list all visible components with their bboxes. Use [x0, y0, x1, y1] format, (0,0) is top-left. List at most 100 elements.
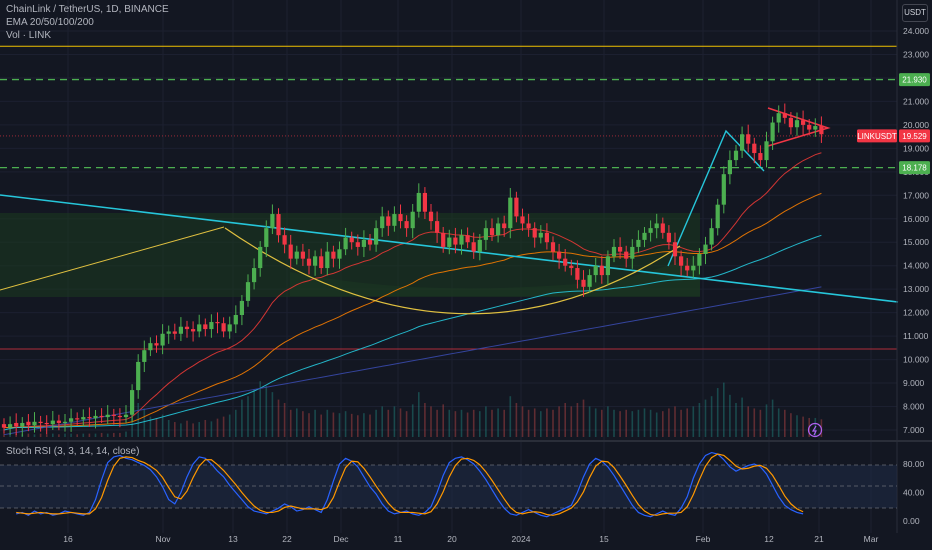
volume-bar: [625, 409, 627, 437]
candle-body: [636, 239, 641, 247]
volume-bar: [765, 404, 768, 437]
candle-body: [776, 113, 781, 123]
currency-badge[interactable]: USDT: [902, 4, 928, 22]
candle-body: [599, 265, 604, 276]
volume-bar: [100, 432, 103, 437]
volume-bar: [515, 403, 518, 437]
candle-body: [239, 300, 244, 315]
volume-bar: [332, 412, 335, 437]
candle-body: [410, 211, 415, 229]
volume-bar: [405, 411, 408, 437]
candle-body: [666, 232, 671, 243]
time-tick-label: 2024: [512, 534, 531, 544]
candle-body: [794, 120, 800, 128]
volume-bar: [82, 433, 85, 437]
candle-body: [685, 265, 690, 271]
candle-body: [306, 258, 312, 266]
candle-body: [532, 228, 537, 238]
volume-bar: [399, 408, 402, 437]
stoch-band: [0, 465, 897, 508]
volume-bar: [222, 416, 225, 437]
candle-body: [38, 421, 43, 423]
volume-bar: [771, 399, 774, 437]
volume-bar: [576, 403, 579, 437]
volume-bar: [680, 409, 682, 437]
candle-body: [282, 235, 287, 245]
volume-bar: [375, 409, 377, 437]
chart-title: ChainLink / TetherUS, 1D, BINANCE: [6, 4, 169, 15]
candle-body: [575, 268, 580, 280]
candle-body: [642, 232, 647, 240]
volume-bar: [637, 409, 640, 437]
candle-body: [288, 244, 293, 259]
candle-body: [142, 350, 147, 362]
volume-bar: [448, 409, 451, 437]
volume-bar: [802, 416, 804, 437]
candle-body: [294, 251, 299, 259]
candle-body: [489, 228, 495, 236]
volume-bar: [613, 409, 615, 437]
candle-body: [343, 237, 348, 250]
candle-body: [160, 333, 165, 346]
volume-bar: [3, 433, 5, 437]
candle-body: [703, 244, 708, 254]
symbol-price-label: LINKUSDT: [857, 132, 897, 141]
volume-bar: [619, 411, 621, 437]
volume-bar: [271, 392, 274, 437]
volume-bar: [594, 408, 597, 437]
candle-body: [593, 265, 598, 276]
symmetrical-triangle: [767, 107, 831, 147]
candle-body: [245, 282, 251, 301]
time-axis: 16 Nov 13 22 Dec 11 20 2024 15 Feb 12 21 Mar: [63, 534, 878, 544]
candle-body: [380, 216, 385, 229]
volume-bar: [131, 413, 133, 437]
volume-legend: Vol · LINK: [6, 30, 52, 41]
volume-bar: [204, 420, 207, 437]
candle-body: [441, 232, 446, 247]
volume-bar: [588, 406, 591, 437]
candle-body: [374, 228, 379, 245]
stoch-legend: Stoch RSI (3, 3, 14, 14, close): [6, 446, 140, 457]
volume-bar: [533, 408, 536, 437]
time-tick-label: 13: [228, 534, 238, 544]
ema-fill: [290, 256, 700, 296]
volume-bar: [558, 406, 560, 437]
candle-body: [618, 246, 623, 252]
time-tick-label: 15: [599, 534, 609, 544]
price-tick-label: 17.000: [903, 190, 929, 200]
last-price-label: 19.529: [902, 132, 927, 141]
candle-body: [62, 421, 68, 423]
volume-bar: [143, 408, 146, 437]
volume-bar: [52, 433, 54, 437]
volume-bar: [308, 413, 310, 437]
volume-bar: [70, 433, 72, 437]
price-tick-label: 23.000: [903, 49, 929, 59]
volume-bar: [235, 409, 237, 437]
volume-bar: [662, 411, 664, 437]
volume-bar: [289, 409, 292, 437]
price-tags: 21.930 LINKUSDT 19.529 18.178: [857, 73, 930, 175]
volume-bar: [570, 406, 573, 437]
level-price-label: 18.178: [902, 164, 927, 173]
price-tick-label: 21.000: [903, 96, 929, 106]
candle-body: [154, 343, 159, 346]
volume-bar: [296, 408, 298, 437]
volume-bar: [735, 403, 737, 437]
candle-body: [20, 422, 25, 427]
price-tick-label: 24.000: [903, 26, 929, 36]
volume-bar: [88, 433, 91, 437]
stoch-d-line: [16, 453, 804, 516]
candle-body: [148, 343, 153, 351]
candle-body: [166, 331, 171, 334]
stoch-tick-label: 40.00: [903, 488, 925, 498]
ema-legend: EMA 20/50/100/200: [6, 17, 94, 28]
volume-bar: [15, 433, 17, 437]
time-tick-label: Feb: [696, 534, 711, 544]
candle-body: [752, 143, 757, 154]
volume-bar: [418, 392, 420, 437]
volume-bar: [753, 408, 756, 437]
alert-icon[interactable]: [807, 422, 823, 438]
candle-body: [782, 113, 787, 118]
volume-bar: [302, 411, 304, 437]
volume-bar: [253, 389, 255, 437]
